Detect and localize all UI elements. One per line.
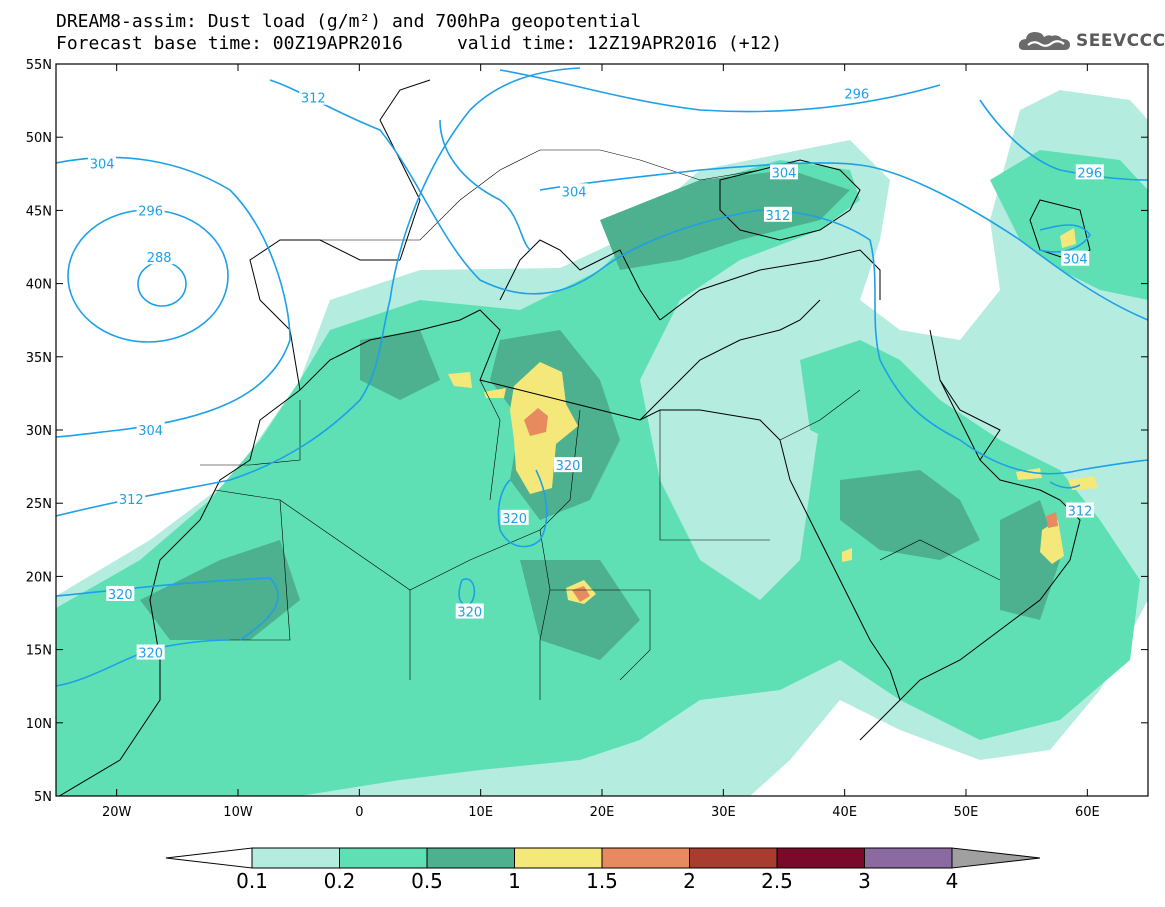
colorbar-segment <box>426 847 515 869</box>
lon-tick-label: 10W <box>223 805 253 820</box>
contour-label: 288 <box>145 249 174 266</box>
contour-label: 320 <box>455 603 484 621</box>
lon-tick-label: 60E <box>1075 805 1100 820</box>
lon-tick-label: 50E <box>954 805 979 820</box>
geopotential-contours <box>56 67 1148 687</box>
lat-tick-label: 45N <box>26 204 52 219</box>
svg-text:288: 288 <box>147 251 172 266</box>
lat-tick-label: 5N <box>34 790 52 805</box>
svg-text:296: 296 <box>138 204 163 219</box>
colorbar-segment <box>776 847 865 869</box>
svg-text:320: 320 <box>502 512 527 527</box>
contour-label: 320 <box>106 585 135 603</box>
lat-tick-label: 15N <box>26 644 52 659</box>
contour-label: 304 <box>1061 250 1090 268</box>
contour-label: 320 <box>554 457 583 474</box>
forecast-times: Forecast base time: 00Z19APR2016 valid t… <box>56 33 783 54</box>
colorbar-segment <box>689 847 778 869</box>
colorbar-low-arrow <box>165 847 253 869</box>
svg-text:304: 304 <box>90 158 115 173</box>
contour-label: 296 <box>842 85 871 102</box>
colorbar-segment <box>514 847 603 869</box>
contour-label: 304 <box>88 155 117 173</box>
lon-tick-label: 10E <box>468 805 493 820</box>
svg-text:296: 296 <box>1077 166 1102 181</box>
lat-tick-label: 20N <box>26 570 52 585</box>
contour-label: 312 <box>117 490 146 508</box>
axis-ticks: 20W 10W 0 10E 20E 30E 40E 50E 60E 55N 50N 45N 40N 35N… <box>26 58 1148 820</box>
colorbar-segment <box>601 847 690 869</box>
svg-text:304: 304 <box>138 424 163 439</box>
colorbar-label: 0.1 <box>236 869 268 893</box>
svg-text:312: 312 <box>119 493 144 508</box>
contour-label: 304 <box>560 183 589 200</box>
svg-text:304: 304 <box>772 166 797 181</box>
lon-tick-label: 40E <box>832 805 857 820</box>
colorbar-segment <box>339 847 428 869</box>
svg-text:304: 304 <box>1063 253 1088 268</box>
colorbar-segment <box>251 847 340 869</box>
lat-tick-label: 50N <box>26 131 52 146</box>
colorbar-label: 3 <box>858 869 871 893</box>
lat-tick-label: 25N <box>26 497 52 512</box>
svg-text:304: 304 <box>562 185 587 200</box>
svg-text:320: 320 <box>457 606 482 621</box>
contour-labels: 288 296 304 304 312 320 320 312 304 304 312 296 296 3… <box>88 85 1104 662</box>
colorbar-segment <box>864 847 953 869</box>
svg-text:320: 320 <box>108 588 133 603</box>
colorbar-label: 0.2 <box>324 869 356 893</box>
svg-text:320: 320 <box>138 647 163 662</box>
lat-tick-label: 30N <box>26 424 52 439</box>
lon-tick-label: 20E <box>590 805 615 820</box>
colorbar-label: 4 <box>946 869 959 893</box>
cloud-icon <box>1018 32 1070 50</box>
lat-tick-label: 10N <box>26 717 52 732</box>
colorbar-label: 0.5 <box>411 869 443 893</box>
colorbar-label: 2 <box>683 869 696 893</box>
contour-label: 304 <box>770 164 798 181</box>
colorbar-label: 1.5 <box>586 869 618 893</box>
contour-label: 312 <box>1066 502 1095 520</box>
contour-label: 320 <box>500 509 529 527</box>
contour-label: 312 <box>299 89 328 107</box>
lat-tick-label: 40N <box>26 278 52 293</box>
svg-text:296: 296 <box>844 87 869 102</box>
colorbar: 0.1 0.2 0.5 1 1.5 2 2.5 3 4 <box>165 847 1041 893</box>
contour-label: 296 <box>136 202 165 219</box>
lon-tick-label: 30E <box>711 805 736 820</box>
lat-tick-label: 35N <box>26 351 52 366</box>
contour-label: 296 <box>1075 164 1104 181</box>
svg-text:312: 312 <box>766 209 791 224</box>
dust-field: 288 296 304 304 312 320 320 312 304 304 312 296 296 3… <box>56 67 1148 796</box>
colorbar-label: 2.5 <box>761 869 793 893</box>
contour-label: 312 <box>763 206 792 224</box>
seevccc-logo: SEEVCCC <box>1018 28 1165 54</box>
country-borders <box>200 149 1001 700</box>
map-title: DREAM8-assim: Dust load (g/m²) and 700hP… <box>56 11 642 32</box>
colorbar-high-arrow <box>951 847 1041 869</box>
contour-label: 320 <box>136 644 165 662</box>
lon-tick-label: 20W <box>102 805 132 820</box>
svg-text:320: 320 <box>556 459 581 474</box>
contour-label: 304 <box>136 422 165 439</box>
lat-tick-label: 55N <box>26 58 52 73</box>
lon-tick-label: 0 <box>355 805 363 820</box>
svg-text:312: 312 <box>1068 505 1093 520</box>
colorbar-label: 1 <box>508 869 521 893</box>
svg-text:312: 312 <box>301 92 326 107</box>
logo-text: SEEVCCC <box>1076 31 1165 51</box>
